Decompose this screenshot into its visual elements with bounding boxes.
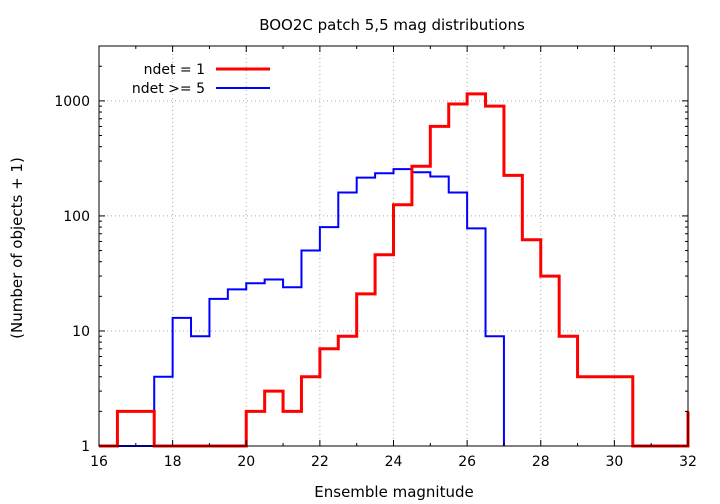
chart-title: BOO2C patch 5,5 mag distributions: [259, 16, 525, 34]
x-tick-label: 20: [237, 454, 255, 470]
y-tick-label: 100: [63, 209, 90, 225]
y-axis-label: (Number of objects + 1): [8, 157, 26, 339]
y-tick-label: 1: [81, 439, 90, 455]
y-axis: 1 10 100 1000: [54, 45, 688, 455]
x-tick-label: 18: [164, 454, 182, 470]
x-tick-label: 26: [458, 454, 476, 470]
x-tick-label: 28: [532, 454, 550, 470]
x-tick-label: 16: [90, 454, 108, 470]
legend: ndet = 1 ndet >= 5: [132, 62, 270, 97]
x-tick-label: 22: [311, 454, 329, 470]
x-tick-label: 32: [679, 454, 697, 470]
x-tick-label: 30: [605, 454, 623, 470]
legend-label: ndet = 1: [144, 62, 205, 78]
series-line-ndet-ge-5: [99, 168, 505, 447]
x-tick-label: 24: [385, 454, 403, 470]
legend-label: ndet >= 5: [132, 81, 205, 97]
x-axis-label: Ensemble magnitude: [314, 483, 473, 501]
y-tick-label: 10: [72, 324, 90, 340]
y-tick-label: 1000: [54, 94, 90, 110]
x-axis: 16 18 20 22 24 26 28 30 32: [90, 46, 697, 470]
